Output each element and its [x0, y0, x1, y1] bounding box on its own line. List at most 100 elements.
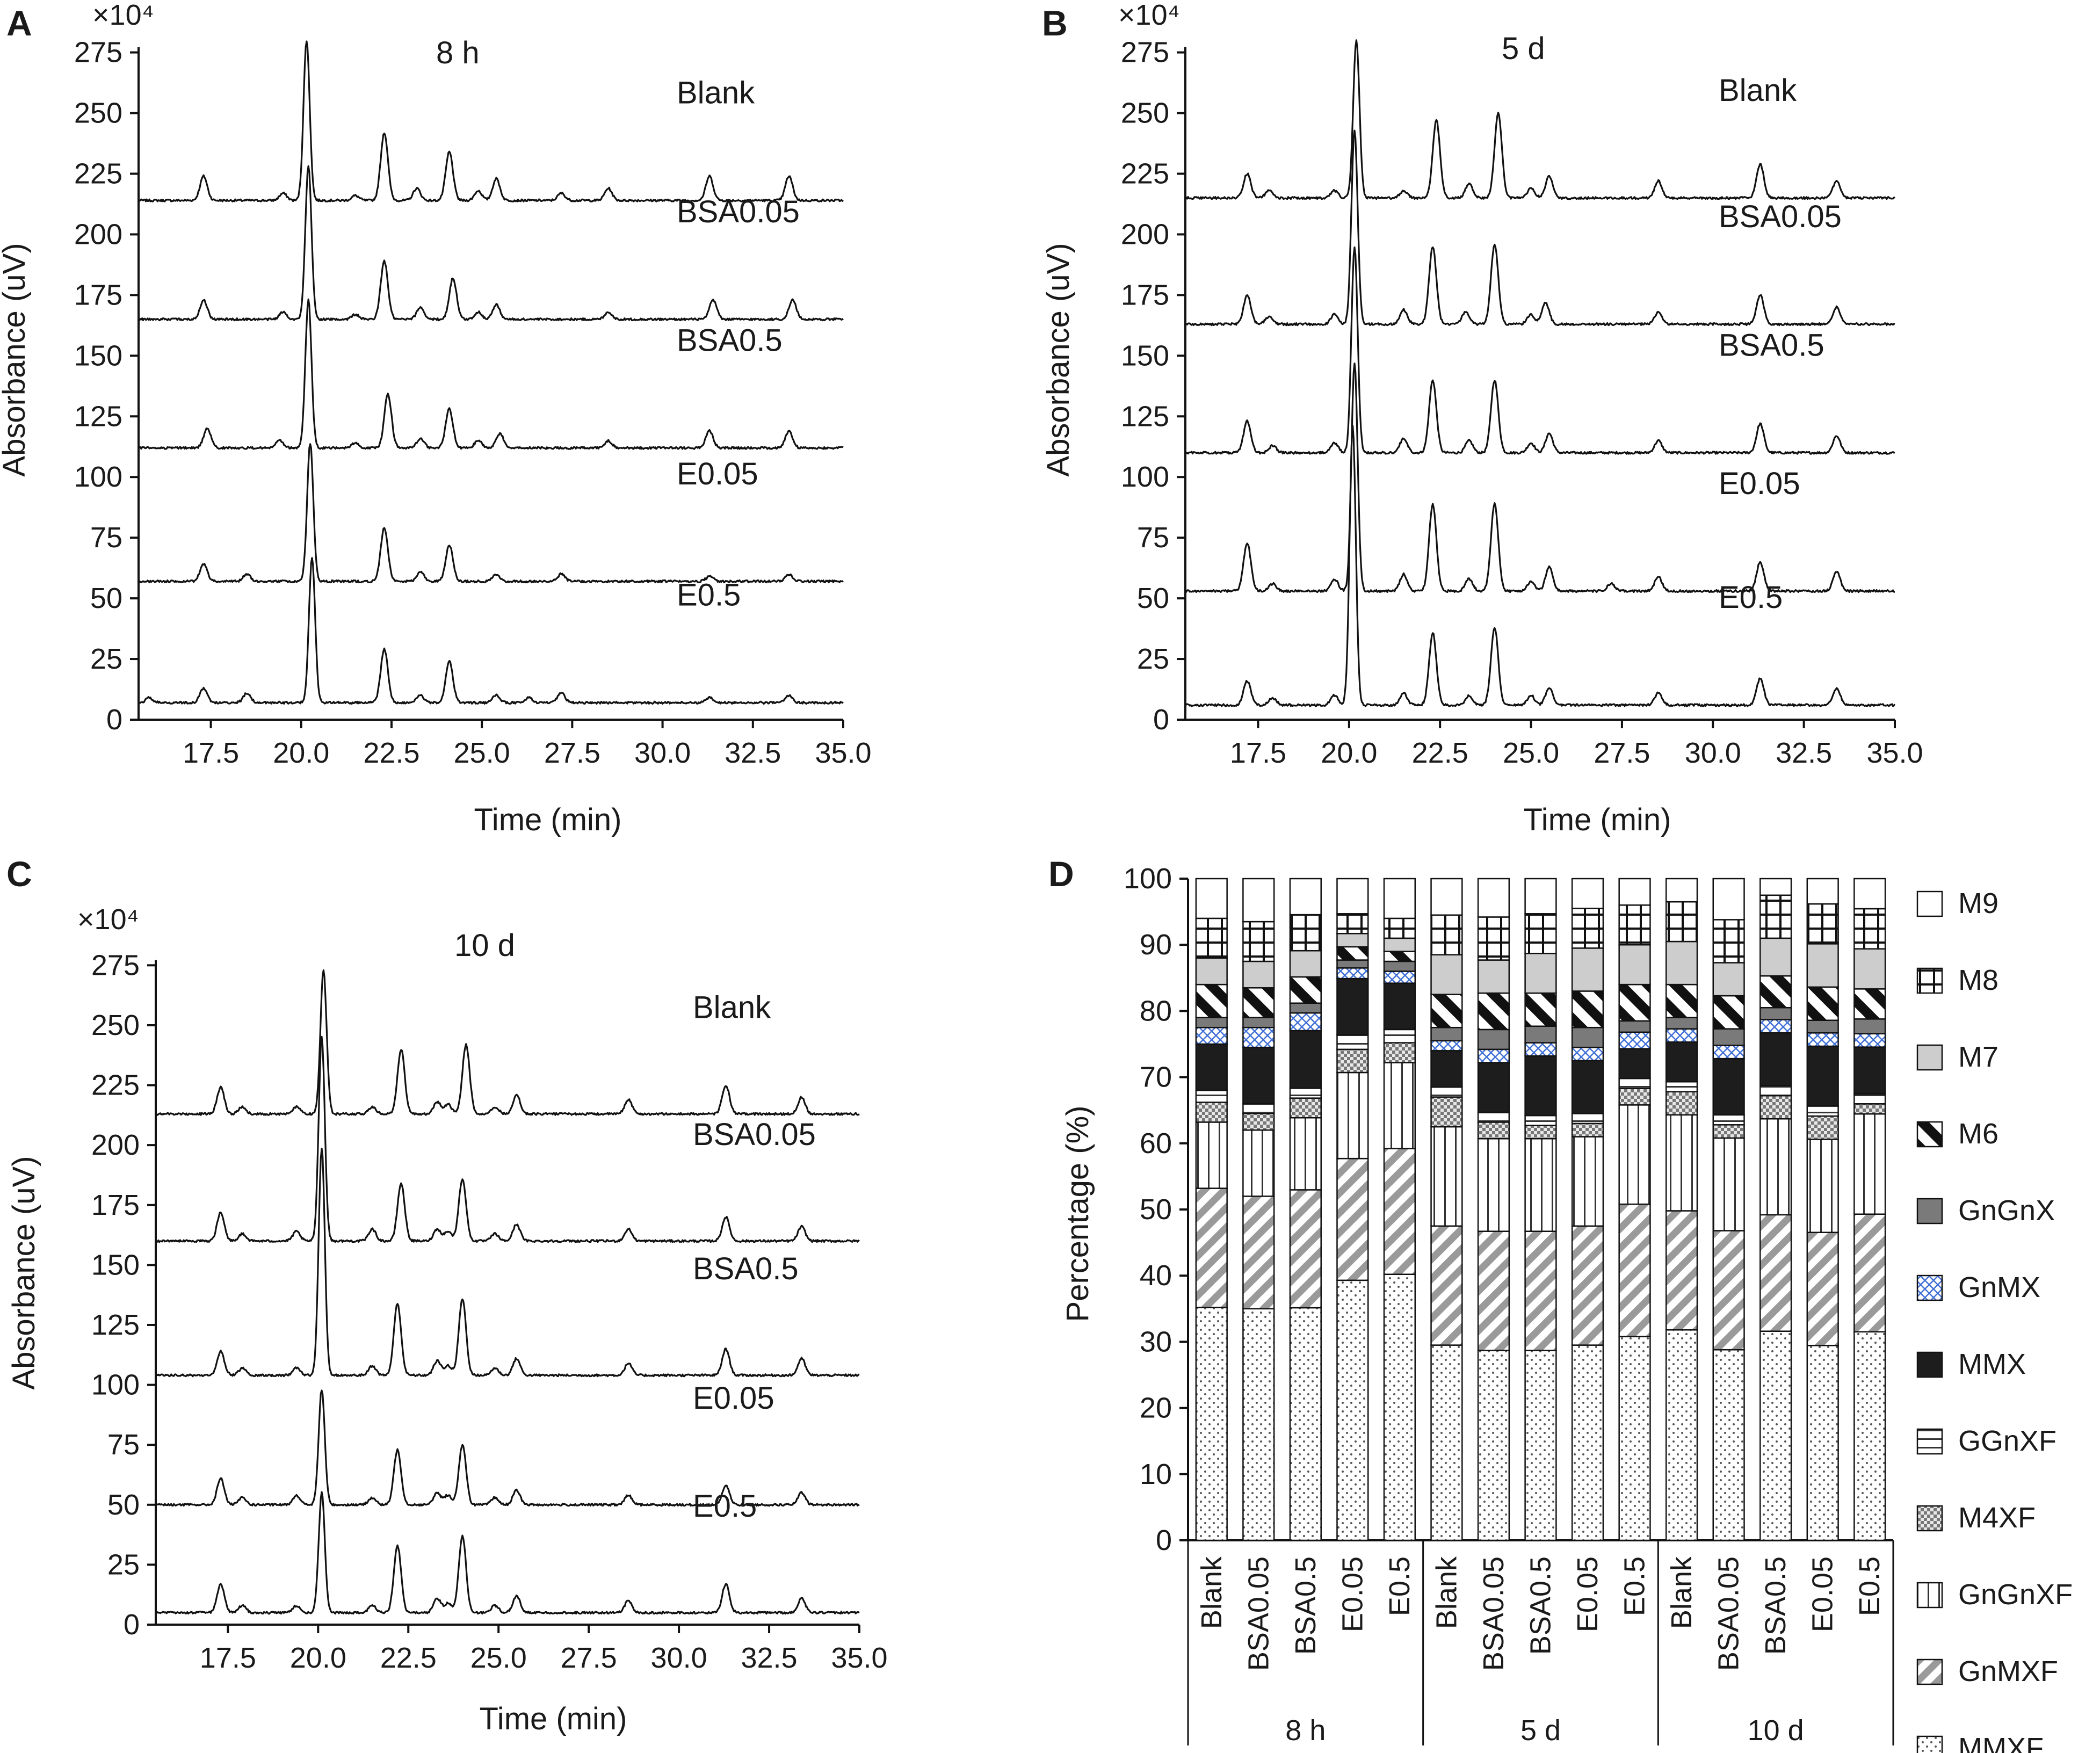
bar-segment-mmxf — [1665, 1329, 1698, 1541]
x-tick-label: 30.0 — [651, 1642, 707, 1674]
bar-segment-m9 — [1524, 878, 1557, 915]
bar-segment-m4xf — [1430, 1096, 1463, 1128]
bar-segment-gngnx — [1524, 1025, 1557, 1044]
bar-segment-m8 — [1336, 913, 1369, 935]
legend-label-m9: M9 — [1958, 887, 1998, 919]
bar-segment-ggnxf — [1759, 1085, 1792, 1097]
bar-segment-gnmx — [1759, 1019, 1792, 1034]
bar-segment-m4xf — [1618, 1088, 1651, 1106]
bar-segment-gnmx — [1618, 1031, 1651, 1049]
bar-segment-ggnxf — [1571, 1113, 1604, 1125]
trace-label-e0-5: E0.5 — [693, 1489, 757, 1524]
bar-segment-m4xf — [1665, 1091, 1698, 1116]
bar-segment-mmxf — [1524, 1350, 1557, 1541]
bar-segment-m6 — [1712, 995, 1745, 1030]
trace-line-bsa0-05 — [155, 1035, 860, 1243]
y-tick-label: 150 — [1121, 339, 1169, 372]
bar-segment-m8 — [1759, 894, 1792, 939]
bar-segment-gnmxf — [1806, 1232, 1839, 1346]
y-tick-label: 25 — [90, 643, 122, 675]
bar-segment-m9 — [1477, 878, 1510, 918]
bar-segment-gnmxf — [1289, 1189, 1322, 1309]
trace-label-blank: Blank — [693, 990, 771, 1025]
x-tick-label: 20.0 — [1321, 737, 1377, 769]
y-tick-label: 250 — [1121, 97, 1169, 129]
x-tick-label: 25.0 — [1503, 737, 1559, 769]
trace-line-bsa0-05 — [138, 165, 844, 322]
bar-segment-m8 — [1195, 917, 1228, 959]
bar-segment-gnmx — [1853, 1033, 1886, 1048]
bar-segment-m8 — [1430, 914, 1463, 955]
bar-segment-mmx — [1195, 1043, 1228, 1091]
bar-segment-m9 — [1712, 878, 1745, 921]
y-tick-label: 100 — [1124, 863, 1172, 895]
y-tick-label: 25 — [107, 1548, 140, 1581]
legend-swatch-mmx — [1916, 1351, 1943, 1378]
bar-segment-m8 — [1712, 919, 1745, 964]
panel-a-title: 8 h — [436, 35, 480, 70]
bar-segment-ggnxf — [1853, 1093, 1886, 1105]
bar-segment-gngnx — [1477, 1028, 1510, 1051]
bar-segment-ggnxf — [1195, 1089, 1228, 1103]
trace-line-e0-05 — [1184, 363, 1895, 593]
bar-segment-mmx — [1759, 1032, 1792, 1086]
category-label: E0.05 — [1336, 1556, 1368, 1632]
y-tick-label: 175 — [91, 1189, 140, 1221]
category-label: Blank — [1196, 1556, 1228, 1629]
y-tick-label: 75 — [90, 521, 122, 554]
trace-line-bsa0-5 — [138, 298, 844, 450]
y-tick-label: 150 — [74, 339, 122, 372]
category-label: Blank — [1430, 1556, 1462, 1629]
x-tick-label: 22.5 — [1412, 737, 1468, 769]
panel-b-letter: B — [1042, 3, 1068, 43]
y-tick-label: 25 — [1137, 643, 1169, 675]
bar-segment-gngnx — [1712, 1028, 1745, 1046]
category-label: Blank — [1665, 1556, 1698, 1629]
bar-segment-gngnx — [1806, 1019, 1839, 1034]
bar-segment-gnmxf — [1759, 1214, 1792, 1332]
category-label: E0.05 — [1807, 1556, 1839, 1632]
y-tick-label: 75 — [107, 1429, 140, 1461]
bar-segment-gnmxf — [1618, 1203, 1651, 1337]
bar-segment-gnmx — [1430, 1040, 1463, 1052]
y-tick-label: 200 — [1121, 218, 1169, 250]
bar-segment-mmxf — [1571, 1344, 1604, 1541]
legend-swatch-gnmx — [1916, 1274, 1943, 1301]
bar-segment-m8 — [1289, 914, 1322, 952]
y-tick-label: 30 — [1140, 1325, 1172, 1358]
panel-a-ylabel: Absorbance (uV) — [0, 243, 32, 476]
trace-label-bsa0-05: BSA0.05 — [693, 1117, 816, 1152]
bar-segment-m8 — [1806, 903, 1839, 945]
bar-segment-m4xf — [1759, 1095, 1792, 1120]
bar-segment-gngnxf — [1430, 1126, 1463, 1227]
bar-segment-mmx — [1430, 1050, 1463, 1088]
y-tick-label: 200 — [74, 218, 122, 250]
trace-line-bsa0-5 — [1184, 246, 1895, 455]
bar-segment-gnmx — [1712, 1045, 1745, 1060]
x-tick-label: 27.5 — [561, 1642, 617, 1674]
bar-segment-gnmxf — [1524, 1230, 1557, 1351]
bar-segment-mmxf — [1383, 1273, 1416, 1541]
panel-c-exponent: ×10⁴ — [77, 903, 139, 936]
bar-segment-mmxf — [1289, 1307, 1322, 1541]
bar-segment-mmxf — [1712, 1349, 1745, 1541]
bar-segment-m7 — [1430, 954, 1463, 995]
category-label: E0.5 — [1853, 1556, 1886, 1616]
bar-segment-m4xf — [1571, 1122, 1604, 1138]
x-tick-label: 22.5 — [363, 737, 419, 769]
bar-segment-m8 — [1524, 913, 1557, 954]
x-tick-label: 20.0 — [290, 1642, 346, 1674]
y-tick-label: 275 — [1121, 37, 1169, 69]
panel-a-exponent: ×10⁴ — [92, 0, 154, 31]
panel-b-ylabel: Absorbance (uV) — [1041, 243, 1076, 476]
bar-segment-m9 — [1242, 878, 1275, 923]
legend-label-gnmxf: GnMXF — [1958, 1655, 2058, 1687]
bar-segment-mmx — [1242, 1046, 1275, 1105]
x-tick-label: 17.5 — [200, 1642, 256, 1674]
bar-segment-ggnxf — [1336, 1034, 1369, 1051]
bar-segment-m8 — [1477, 916, 1510, 961]
bar-segment-gngnxf — [1195, 1121, 1228, 1189]
bar-segment-gngnxf — [1336, 1071, 1369, 1160]
bar-segment-gnmx — [1571, 1046, 1604, 1062]
